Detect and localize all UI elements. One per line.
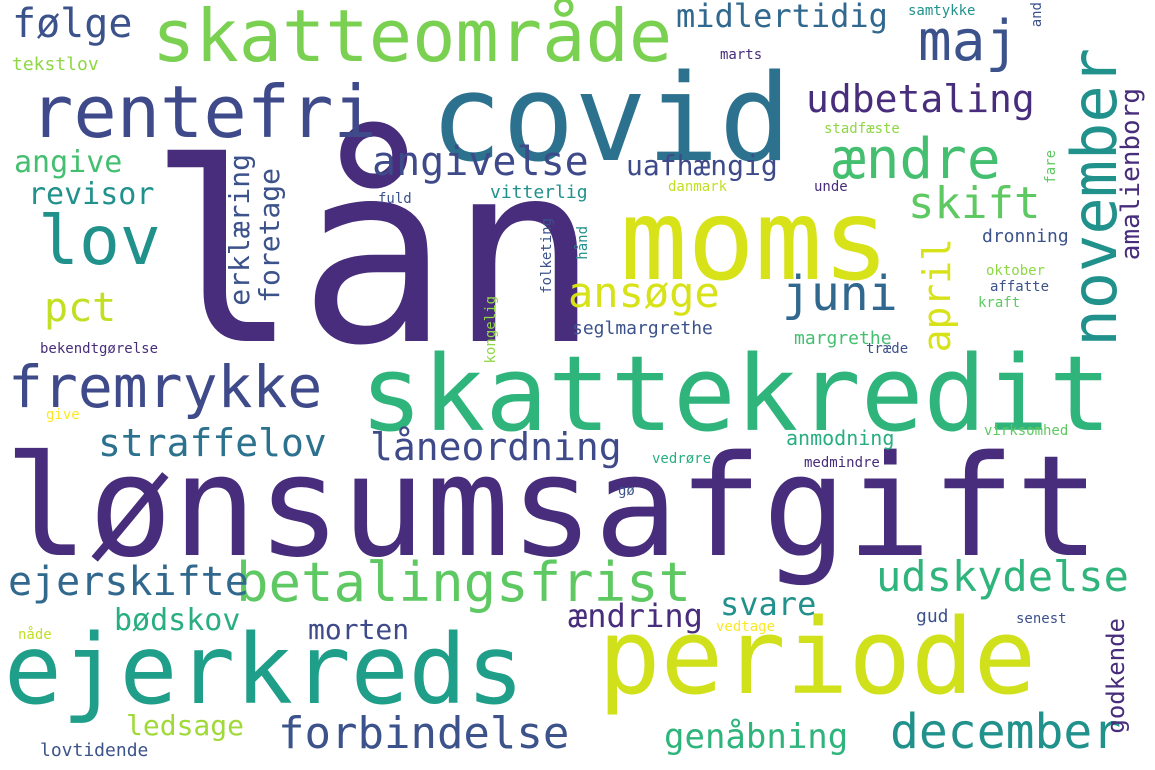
word-naade: nåde xyxy=(18,627,52,643)
word-genaabning: genåbning xyxy=(664,717,849,757)
word-give: give xyxy=(46,407,80,423)
word-december: december xyxy=(890,704,1122,760)
word-danmark: danmark xyxy=(668,179,728,195)
word-seglmargrethe: seglmargrethe xyxy=(572,318,713,339)
word-pct: pct xyxy=(44,285,117,331)
word-marts: marts xyxy=(720,47,763,63)
word-samtykke: samtykke xyxy=(908,3,976,19)
word-vedroere: vedrøre xyxy=(652,451,712,467)
word-ejerkreds: ejerkreds xyxy=(4,614,525,726)
word-kraft: kraft xyxy=(978,295,1021,311)
word-ansoege: ansøge xyxy=(568,268,720,317)
word-kongelig: kongelig xyxy=(483,296,499,364)
word-skatteomraade: skatteområde xyxy=(152,0,673,78)
word-skattekredit: skattekredit xyxy=(360,333,1112,455)
word-traede: træde xyxy=(866,341,909,357)
word-vedtage: vedtage xyxy=(716,619,776,635)
word-medmindre: medmindre xyxy=(804,455,880,471)
word-stadfaeste: stadfæste xyxy=(824,121,900,137)
word-anmodning: anmodning xyxy=(786,426,895,450)
word-revisor: revisor xyxy=(28,177,155,212)
word-covid: covid xyxy=(430,50,792,189)
word-ejerskifte: ejerskifte xyxy=(8,559,249,605)
word-fuld: fuld xyxy=(378,191,412,207)
word-angivelse: angivelse xyxy=(372,139,589,185)
word-tekstlov: tekstlov xyxy=(12,54,99,75)
word-periode: periode xyxy=(598,596,1037,718)
word-bekendtgoerelse: bekendtgørelse xyxy=(40,341,159,357)
word-goe: gø xyxy=(618,483,635,499)
word-and: and xyxy=(1029,2,1045,28)
word-laan: lån xyxy=(148,109,600,400)
word-april: april xyxy=(915,238,959,353)
word-margrethe: margrethe xyxy=(794,328,892,349)
word-svare: svare xyxy=(720,585,817,623)
word-ledsage: ledsage xyxy=(126,709,245,742)
word-uafhaengig: uafhængig xyxy=(626,149,778,182)
word-fremrykke: fremrykke xyxy=(8,353,323,421)
word-fare: fare xyxy=(1043,150,1059,184)
word-straffelov: straffelov xyxy=(98,421,327,465)
word-maj: maj xyxy=(918,9,1020,74)
word-vitterlig: vitterlig xyxy=(490,182,588,203)
word-oktober: oktober xyxy=(986,263,1046,279)
word-moms: moms xyxy=(620,176,890,306)
word-laaneordning: låneordning xyxy=(370,425,622,469)
word-amalienborg: amalienborg xyxy=(1116,88,1146,261)
word-gud: gud xyxy=(916,606,949,627)
word-forbindelse: forbindelse xyxy=(278,708,570,759)
word-udbetaling: udbetaling xyxy=(806,77,1035,121)
word-senest: senest xyxy=(1016,611,1067,627)
word-foelge: følge xyxy=(12,1,133,47)
word-rentefri: rentefri xyxy=(30,70,377,154)
word-juni: juni xyxy=(782,266,898,322)
word-udskydelse: udskydelse xyxy=(876,552,1129,601)
word-erklaering: erklæring xyxy=(223,154,256,306)
word-lovtidende: lovtidende xyxy=(40,740,149,761)
word-betalingsfrist: betalingsfrist xyxy=(236,551,692,614)
word-aendring: ændring xyxy=(568,597,703,635)
word-boedskov: bødskov xyxy=(114,603,241,638)
word-skift: skift xyxy=(908,178,1041,229)
word-haand: hånd xyxy=(575,226,591,260)
word-midlertidig: midlertidig xyxy=(676,0,888,35)
word-unde: unde xyxy=(814,179,848,195)
word-virksomhed: virksomhed xyxy=(984,423,1069,439)
word-lov: lov xyxy=(38,202,161,281)
word-folketing: folketing xyxy=(539,218,555,294)
word-dronning: dronning xyxy=(982,226,1069,247)
word-aendre: ændre xyxy=(832,127,1001,192)
word-morten: morten xyxy=(308,613,410,646)
word-lonsumsafgift: lønsumsafgift xyxy=(4,426,1100,589)
word-godkende: godkende xyxy=(1102,618,1130,734)
word-affatte: affatte xyxy=(990,279,1050,295)
word-foretage: foretage xyxy=(253,168,286,303)
word-angive: angive xyxy=(14,145,123,180)
